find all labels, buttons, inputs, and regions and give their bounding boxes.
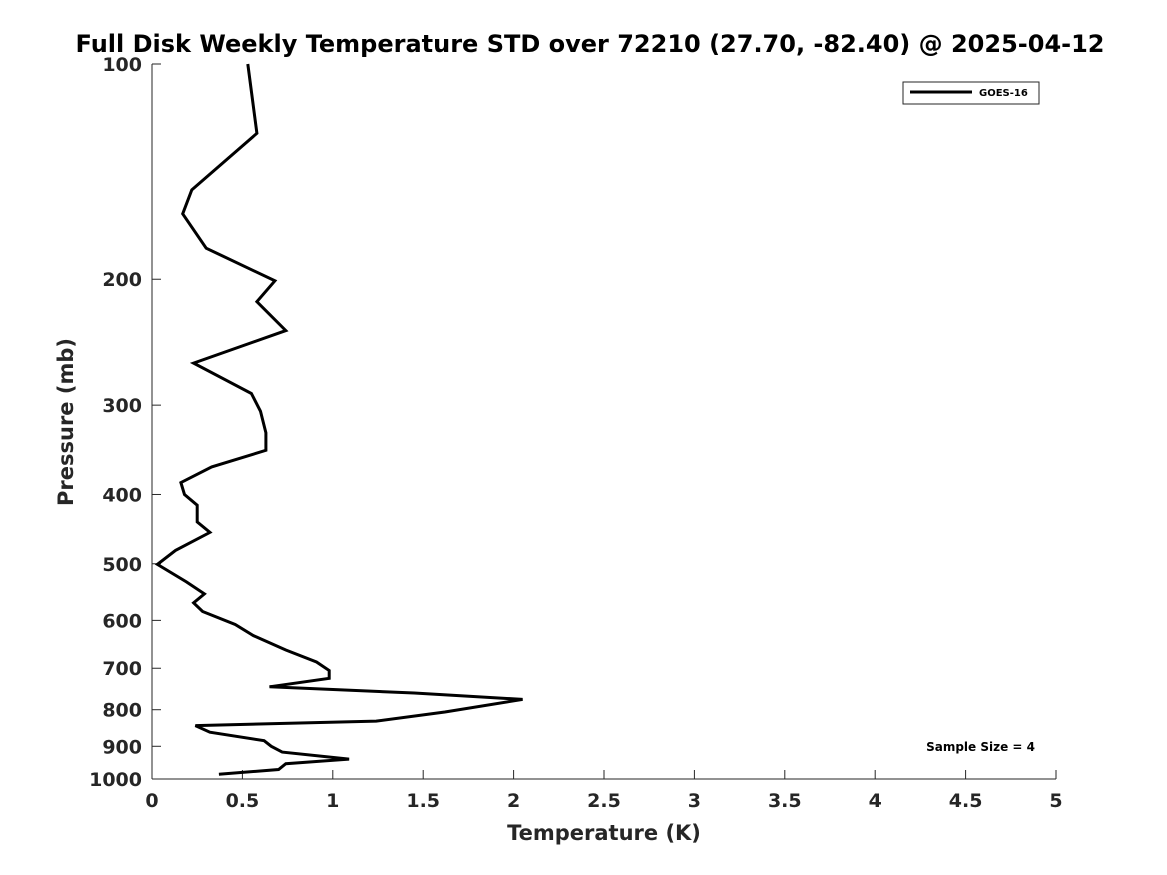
x-tick-label: 3 [688,790,701,812]
x-tick-label: 2.5 [587,790,621,812]
x-tick-label: 2 [507,790,520,812]
y-tick-label: 400 [102,484,142,506]
y-tick-label: 700 [102,658,142,680]
legend-label-goes-16: GOES-16 [979,88,1028,99]
y-tick-label: 900 [102,736,142,758]
y-tick-label: 600 [102,610,142,632]
x-tick-label: 5 [1049,790,1062,812]
x-tick-label: 4 [869,790,882,812]
x-tick-label: 1 [326,790,339,812]
y-tick-label: 800 [102,700,142,722]
x-axis-label: Temperature (K) [507,821,701,845]
legend: GOES-16 [902,81,1040,105]
x-tick-label: 0.5 [226,790,260,812]
y-tick-label: 500 [102,554,142,576]
x-tick-label: 3.5 [768,790,802,812]
axes [151,64,1056,780]
x-tick-label: 4.5 [949,790,983,812]
x-ticks: 0 0.5 1 1.5 2 2.5 3 3.5 4 4.5 5 [145,770,1063,812]
y-axis-label: Pressure (mb) [54,338,78,506]
chart-title: Full Disk Weekly Temperature STD over 72… [76,30,1105,58]
series-group [154,63,523,776]
y-tick-label: 300 [102,395,142,417]
series-line-goes-16 [154,63,523,776]
y-ticks: 100 200 300 400 500 600 700 800 900 1000 [89,54,161,791]
x-tick-label: 0 [145,790,158,812]
y-tick-label: 100 [102,54,142,76]
x-tick-label: 1.5 [406,790,440,812]
y-tick-label: 1000 [89,769,142,791]
y-tick-label: 200 [102,269,142,291]
sample-size-annotation: Sample Size = 4 [926,740,1035,754]
